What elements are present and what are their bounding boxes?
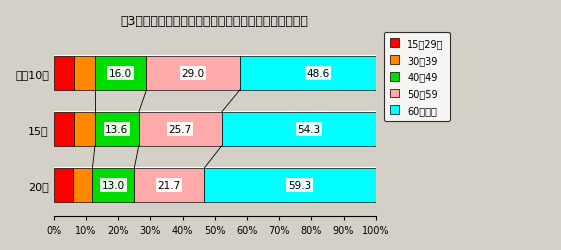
Bar [73,169,93,202]
Bar [75,57,95,90]
Text: 59.3: 59.3 [288,180,311,190]
Bar [54,167,376,203]
Bar [54,56,376,92]
Text: 48.6: 48.6 [306,69,330,79]
Bar [222,113,397,146]
Bar [134,169,204,202]
Text: 21.7: 21.7 [158,180,181,190]
Text: 13.0: 13.0 [102,180,125,190]
Title: 図3　基帹的漁業従事者の男性年齢別経営体数の構成比: 図3 基帹的漁業従事者の男性年齢別経営体数の構成比 [121,15,309,28]
Text: 13.6: 13.6 [105,124,128,134]
Bar [146,57,240,90]
Text: 29.0: 29.0 [182,69,205,79]
Bar [139,113,222,146]
Bar [240,57,397,90]
Bar [93,169,134,202]
Text: 25.7: 25.7 [168,124,192,134]
Bar [54,169,73,202]
Bar [95,113,139,146]
Bar [204,169,395,202]
Legend: 15～29歳, 30～39, 40～49, 50～59, 60歳以上: 15～29歳, 30～39, 40～49, 50～59, 60歳以上 [384,33,449,122]
Text: 16.0: 16.0 [109,69,132,79]
Text: 54.3: 54.3 [297,124,320,134]
Bar [54,113,75,146]
Bar [54,112,376,148]
Bar [95,57,146,90]
Bar [54,57,75,90]
Bar [75,113,95,146]
